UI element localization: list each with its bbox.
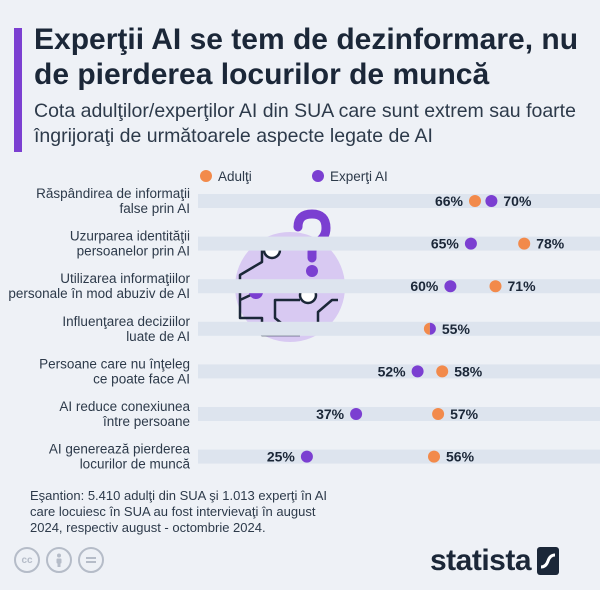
value-label: 78%: [536, 236, 565, 252]
no-derivatives-icon[interactable]: [78, 547, 104, 573]
value-label: 70%: [503, 193, 532, 209]
legend-item: Adulţi: [200, 169, 252, 184]
chart-row: Uzurparea identităţii persoanelor prin AI…: [70, 229, 600, 259]
adults-point: [489, 280, 502, 293]
value-label: 57%: [450, 406, 479, 422]
chart-row: AI generează pierderea locurilor de muncă…: [49, 442, 600, 472]
category-label: AI generează pierderea locurilor de muncă: [49, 442, 191, 472]
legend-item: Experţi AI: [312, 169, 388, 184]
page-title: Experţii AI se tem de dezinformare, nu d…: [34, 23, 579, 91]
experts-point: [464, 237, 477, 250]
title-accent-bar: [14, 28, 22, 152]
adults-point: [518, 237, 531, 250]
license-icons: cc: [14, 547, 104, 573]
attribution-icon[interactable]: [46, 547, 72, 573]
value-label: 60%: [410, 278, 439, 294]
row-band: [198, 407, 600, 421]
category-label: Persoane care nu înţeleg ce poate face AI: [39, 356, 190, 386]
chart-row: Utilizarea informaţiilor personale în mod…: [8, 271, 600, 301]
adults-point: [469, 195, 481, 207]
statista-brand[interactable]: statista: [430, 544, 560, 578]
value-label: 66%: [435, 193, 464, 209]
value-label: 55%: [442, 321, 471, 337]
row-band: [198, 236, 600, 251]
legend-marker: [312, 170, 324, 182]
row-band: [198, 364, 600, 379]
chart-row: Răspândirea de informaţii false prin AI 66…: [36, 186, 600, 216]
footnote-source: Eşantion: 5.410 adulţi din SUA şi 1.013 …: [30, 488, 328, 535]
statista-logo-icon: [537, 547, 560, 575]
adults-point: [423, 322, 430, 335]
value-label: 37%: [316, 406, 345, 422]
experts-point: [444, 280, 457, 293]
row-band: [198, 194, 600, 208]
row-band: [198, 449, 600, 464]
row-band: [198, 279, 600, 294]
value-label: 58%: [454, 363, 483, 379]
chart-row: AI reduce conexiunea între persoane 37% 57%: [59, 399, 600, 429]
experts-point: [411, 365, 424, 378]
legend-label: Adulţi: [218, 169, 252, 184]
legend-label: Experţi AI: [330, 169, 388, 184]
adults-point: [428, 450, 440, 463]
legend-marker: [200, 170, 212, 182]
category-label: Uzurparea identităţii persoanelor prin AI: [70, 229, 190, 259]
experts-point: [429, 322, 436, 335]
value-label: 25%: [267, 449, 296, 465]
value-label: 71%: [508, 278, 537, 294]
experts-point: [485, 195, 498, 207]
value-label: 56%: [446, 449, 475, 465]
creative-commons-icon[interactable]: cc: [14, 547, 40, 573]
adults-point: [436, 365, 449, 378]
category-label: Răspândirea de informaţii false prin AI: [36, 186, 190, 216]
value-label: 52%: [378, 363, 407, 379]
chart-row: Influenţarea deciziilor luate de AI 55%: [62, 314, 600, 344]
category-label: Influenţarea deciziilor luate de AI: [62, 314, 190, 344]
chart-row: Persoane care nu înţeleg ce poate face AI…: [39, 356, 600, 386]
dot-plot-chart: Adulţi Experţi AI Răspândirea de informaţ…: [8, 169, 600, 472]
experts-point: [350, 408, 363, 420]
category-label: AI reduce conexiunea între persoane: [59, 399, 190, 429]
brand-name: statista: [430, 544, 532, 577]
page-subtitle: Cota adulţilor/experţilor AI din SUA car…: [34, 100, 576, 147]
experts-point: [300, 450, 313, 463]
row-band: [198, 321, 600, 336]
adults-point: [432, 408, 445, 420]
value-label: 65%: [431, 236, 460, 252]
category-label: Utilizarea informaţiilor personale în mod…: [8, 271, 190, 301]
